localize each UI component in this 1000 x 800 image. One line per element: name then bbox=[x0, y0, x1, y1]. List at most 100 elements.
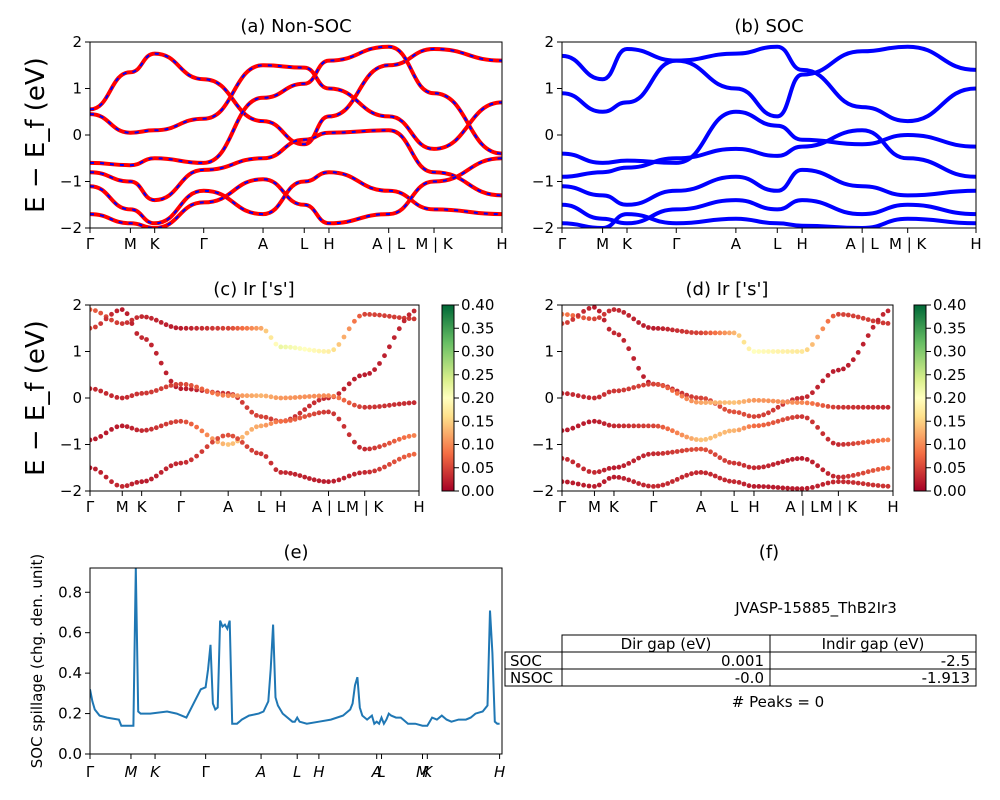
band-point-4 bbox=[785, 458, 790, 463]
colorbar-tick-label: 0.20 bbox=[461, 389, 494, 407]
band-point-0 bbox=[581, 315, 586, 321]
band-point-3 bbox=[163, 421, 169, 427]
band-point-2 bbox=[239, 393, 245, 399]
band-point-0 bbox=[641, 323, 646, 328]
xtick-label: L bbox=[377, 763, 385, 781]
band-line-overlay-1 bbox=[90, 64, 502, 150]
band-point-0 bbox=[307, 347, 312, 353]
band-point-3 bbox=[794, 414, 800, 420]
band-point-0 bbox=[825, 318, 831, 324]
band-point-3 bbox=[90, 437, 93, 443]
band-point-3 bbox=[870, 438, 876, 444]
band-point-1 bbox=[336, 391, 342, 396]
band-point-3 bbox=[698, 437, 704, 443]
band-point-0 bbox=[741, 339, 747, 345]
band-point-2 bbox=[717, 400, 723, 405]
band-point-5 bbox=[596, 482, 602, 488]
band-point-4 bbox=[820, 467, 826, 473]
xtick-label: H bbox=[494, 763, 505, 781]
band-point-4 bbox=[641, 453, 646, 459]
band-point-2 bbox=[168, 383, 174, 388]
band-point-0 bbox=[689, 330, 694, 335]
band-point-3 bbox=[220, 441, 226, 447]
band-point-0 bbox=[173, 325, 179, 331]
band-point-1 bbox=[168, 378, 174, 384]
band-point-4 bbox=[810, 459, 815, 465]
band-point-0 bbox=[119, 321, 125, 326]
band-point-1 bbox=[119, 307, 125, 312]
band-line-0 bbox=[90, 46, 502, 147]
band-point-4 bbox=[173, 461, 179, 467]
band-point-4 bbox=[210, 439, 215, 445]
band-point-1 bbox=[836, 367, 841, 373]
band-point-0 bbox=[129, 317, 135, 323]
band-point-0 bbox=[596, 315, 602, 320]
band-point-0 bbox=[684, 329, 690, 335]
band-point-4 bbox=[850, 473, 856, 478]
ytick-label: 0 bbox=[72, 389, 82, 407]
panel-e-frame bbox=[89, 567, 503, 755]
band-point-4 bbox=[90, 465, 93, 471]
xtick-label: L bbox=[773, 235, 782, 253]
band-point-2 bbox=[129, 393, 135, 399]
band-point-2 bbox=[621, 387, 627, 393]
xtick-label: Γ bbox=[558, 235, 567, 253]
band-point-5 bbox=[581, 482, 586, 488]
band-point-0 bbox=[860, 315, 866, 321]
band-point-0 bbox=[865, 317, 871, 322]
band-point-1 bbox=[875, 317, 881, 323]
band-point-4 bbox=[188, 457, 194, 463]
band-point-2 bbox=[297, 394, 303, 400]
band-point-1 bbox=[316, 397, 322, 403]
band-point-3 bbox=[119, 423, 125, 429]
band-point-2 bbox=[199, 386, 205, 392]
band-point-5 bbox=[616, 475, 622, 480]
band-point-2 bbox=[830, 404, 836, 410]
band-point-3 bbox=[109, 427, 114, 432]
band-point-1 bbox=[703, 396, 709, 402]
band-point-3 bbox=[273, 419, 279, 425]
band-point-1 bbox=[741, 411, 747, 417]
xtick-label: A bbox=[371, 763, 382, 781]
band-point-2 bbox=[825, 404, 831, 409]
band-point-0 bbox=[239, 325, 245, 331]
band-point-0 bbox=[114, 320, 120, 326]
xtick-label: A bbox=[223, 498, 234, 516]
colorbar-tick-label: 0.15 bbox=[933, 412, 966, 430]
band-point-2 bbox=[149, 389, 154, 395]
band-point-4 bbox=[321, 479, 327, 484]
band-point-3 bbox=[636, 423, 641, 429]
band-point-1 bbox=[770, 407, 776, 413]
band-point-4 bbox=[230, 433, 236, 439]
band-point-5 bbox=[815, 483, 820, 489]
band-point-1 bbox=[406, 312, 412, 318]
band-point-2 bbox=[362, 404, 368, 410]
band-point-1 bbox=[751, 414, 757, 419]
band-point-2 bbox=[134, 391, 140, 397]
band-point-0 bbox=[249, 325, 255, 331]
band-point-4 bbox=[775, 460, 781, 466]
ytick-label: −1 bbox=[532, 173, 554, 191]
xtick-label: Γ bbox=[201, 763, 210, 781]
band-point-0 bbox=[244, 325, 250, 331]
band-point-1 bbox=[346, 381, 352, 387]
band-point-1 bbox=[885, 308, 891, 314]
colorbar-tick-label: 0.40 bbox=[461, 296, 494, 314]
band-point-4 bbox=[674, 449, 680, 454]
band-point-2 bbox=[220, 392, 226, 398]
ytick-label: 2 bbox=[72, 33, 82, 51]
band-point-5 bbox=[741, 481, 747, 487]
band-point-0 bbox=[815, 334, 820, 340]
band-point-1 bbox=[722, 406, 728, 412]
band-point-5 bbox=[679, 474, 685, 480]
band-point-0 bbox=[178, 325, 184, 331]
band-point-5 bbox=[804, 485, 810, 491]
band-point-3 bbox=[367, 446, 372, 452]
band-point-4 bbox=[149, 476, 154, 482]
band-point-4 bbox=[292, 471, 298, 477]
band-point-4 bbox=[670, 449, 675, 455]
panel-b-plot bbox=[562, 44, 976, 228]
table-cell-value: -0.0 bbox=[735, 669, 764, 687]
